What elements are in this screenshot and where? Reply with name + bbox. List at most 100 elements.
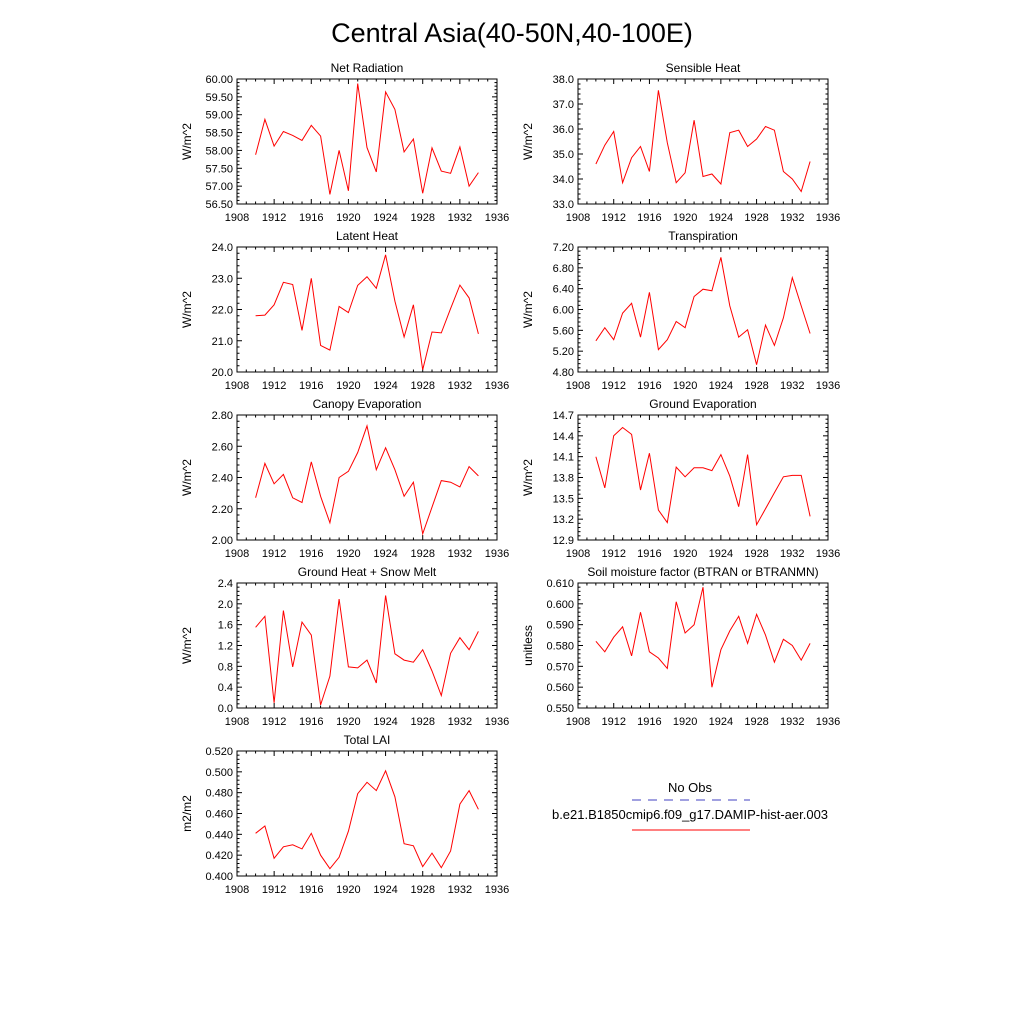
data-point: [604, 487, 605, 488]
x-tick-label: 1932: [448, 716, 472, 728]
data-point: [329, 350, 330, 351]
data-point: [320, 496, 321, 497]
data-point: [366, 659, 367, 660]
data-point: [431, 147, 432, 148]
data-point: [357, 83, 358, 84]
data-point: [283, 474, 284, 475]
data-point: [774, 345, 775, 346]
data-point: [774, 492, 775, 493]
x-tick-label: 1924: [709, 716, 733, 728]
x-tick-label: 1928: [410, 380, 434, 392]
data-point: [631, 303, 632, 304]
x-tick-label: 1908: [225, 884, 249, 896]
data-point: [283, 846, 284, 847]
data-point: [649, 292, 650, 293]
series-line: [255, 254, 479, 370]
data-point: [810, 516, 811, 517]
data-point: [376, 171, 377, 172]
y-tick-label: 14.4: [553, 431, 574, 443]
y-tick-label: 58.50: [205, 128, 233, 140]
data-point: [311, 634, 312, 635]
data-point: [311, 278, 312, 279]
data-point: [450, 850, 451, 851]
x-tick-label: 1936: [816, 212, 840, 224]
panel-3: Latent Heat 1908 1912 1916 1920 1924 1928 1932 1…: [180, 229, 509, 392]
y-tick-label: 37.0: [553, 99, 574, 111]
data-point: [729, 132, 730, 133]
data-point: [431, 331, 432, 332]
data-point: [783, 639, 784, 640]
data-point: [783, 171, 784, 172]
y-tick-label: 59.00: [205, 110, 233, 122]
data-point: [385, 254, 386, 255]
x-tick-label: 1908: [566, 212, 590, 224]
plot-frame: [577, 246, 829, 373]
data-point: [667, 668, 668, 669]
y-tick-label: 7.20: [553, 242, 574, 254]
data-point: [658, 510, 659, 511]
y-tick-label: 0.550: [546, 703, 574, 715]
data-point: [450, 653, 451, 654]
panel-title: Transpiration: [668, 229, 738, 243]
data-point: [385, 91, 386, 92]
x-tick-label: 1908: [566, 548, 590, 560]
x-tick-label: 1912: [262, 884, 286, 896]
panel-2: Sensible Heat 1908 1912 1916 1920 1924 1928 193…: [521, 61, 840, 224]
data-point: [366, 782, 367, 783]
x-tick-label: 1928: [410, 548, 434, 560]
x-tick-label: 1916: [637, 716, 661, 728]
data-point: [274, 858, 275, 859]
series-line: [255, 424, 479, 536]
data-point: [469, 466, 470, 467]
data-point: [357, 667, 358, 668]
x-tick-label: 1908: [225, 548, 249, 560]
data-point: [431, 507, 432, 508]
panel-9: Total LAI 1908 1912 1916 1920 1924 1928 1932 193…: [180, 733, 509, 896]
x-tick-label: 1924: [373, 716, 397, 728]
x-tick-label: 1912: [601, 548, 625, 560]
panel-title: Canopy Evaporation: [313, 397, 422, 411]
data-point: [274, 304, 275, 305]
panel-title: Sensible Heat: [666, 61, 741, 75]
data-point: [404, 336, 405, 337]
data-point: [385, 595, 386, 596]
y-tick-label: 0.520: [205, 746, 233, 758]
x-tick-label: 1932: [448, 212, 472, 224]
data-point: [339, 150, 340, 151]
data-point: [422, 866, 423, 867]
data-point: [469, 790, 470, 791]
series-line: [595, 257, 811, 365]
data-point: [613, 435, 614, 436]
data-point: [311, 833, 312, 834]
data-point: [711, 470, 712, 471]
y-axis-label: unitless: [521, 625, 535, 666]
data-point: [339, 477, 340, 478]
y-tick-label: 56.50: [205, 199, 233, 211]
data-point: [693, 296, 694, 297]
series-line: [595, 587, 811, 688]
data-point: [292, 844, 293, 845]
data-point: [450, 173, 451, 174]
y-tick-label: 0.440: [205, 829, 233, 841]
x-tick-label: 1912: [601, 380, 625, 392]
data-point: [783, 476, 784, 477]
panel-7: Ground Heat + Snow Melt 1908 1912 1916 1920 1…: [180, 565, 509, 728]
data-point: [685, 632, 686, 633]
data-point: [738, 337, 739, 338]
data-point: [422, 193, 423, 194]
data-point: [622, 427, 623, 428]
data-point: [756, 364, 757, 365]
data-point: [595, 456, 596, 457]
x-tick-label: 1916: [299, 380, 323, 392]
x-tick-label: 1924: [373, 884, 397, 896]
panel-title: Ground Evaporation: [649, 397, 756, 411]
y-tick-label: 0.580: [546, 641, 574, 653]
x-tick-label: 1932: [780, 212, 804, 224]
data-point: [729, 305, 730, 306]
data-point: [604, 327, 605, 328]
data-point: [376, 469, 377, 470]
y-axis-label: W/m^2: [180, 459, 194, 496]
data-point: [366, 425, 367, 426]
data-point: [783, 317, 784, 318]
